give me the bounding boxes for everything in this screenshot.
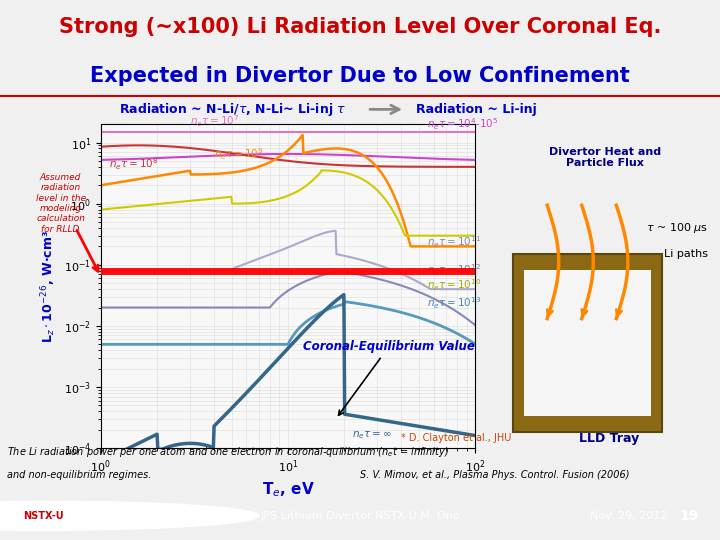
Text: $n_e\tau = 10^{10}$: $n_e\tau = 10^{10}$ <box>426 278 481 293</box>
Text: $n_e\tau = \infty$: $n_e\tau = \infty$ <box>352 429 392 441</box>
Text: Radiation ~ Li-inj: Radiation ~ Li-inj <box>416 103 536 116</box>
Text: NSTX-U: NSTX-U <box>108 511 154 521</box>
Text: Divertor Heat and
Particle Flux: Divertor Heat and Particle Flux <box>549 147 661 168</box>
Circle shape <box>0 501 259 530</box>
Text: Coronal-Equilibrium Value: Coronal-Equilibrium Value <box>303 340 474 415</box>
Y-axis label: L$_z\cdot$10$^{-26}$, W·cm³: L$_z\cdot$10$^{-26}$, W·cm³ <box>40 230 58 343</box>
Text: $n_e\tau = 10^{11}$: $n_e\tau = 10^{11}$ <box>426 234 481 250</box>
Text: $\tau$ ~ 100 $\mu$s: $\tau$ ~ 100 $\mu$s <box>647 221 708 235</box>
Text: $n_e\tau = 10^{12}$: $n_e\tau = 10^{12}$ <box>426 262 481 278</box>
Text: Nov. 29, 2012: Nov. 29, 2012 <box>590 511 668 521</box>
Text: * D. Clayton et al., JHU: * D. Clayton et al., JHU <box>401 433 511 443</box>
Text: LLD Tray: LLD Tray <box>580 432 639 445</box>
Text: $n_e\tau = 10^8$: $n_e\tau = 10^8$ <box>109 157 158 172</box>
Text: NSTX-U: NSTX-U <box>23 511 63 521</box>
Text: $n_e\tau = 10^{13}$: $n_e\tau = 10^{13}$ <box>426 296 481 312</box>
Text: Assumed
radiation
level in the
modeling
calculation
for RLLD: Assumed radiation level in the modeling … <box>35 173 86 234</box>
Text: 19: 19 <box>679 509 698 523</box>
Text: Li paths: Li paths <box>665 249 708 259</box>
Text: Expected in Divertor Due to Low Confinement: Expected in Divertor Due to Low Confinem… <box>90 66 630 86</box>
Text: Strong (~x100) Li Radiation Level Over Coronal Eq.: Strong (~x100) Li Radiation Level Over C… <box>59 17 661 37</box>
Bar <box>513 254 662 432</box>
Text: S. V. Mimov, et al., Plasma Phys. Control. Fusion (2006): S. V. Mimov, et al., Plasma Phys. Contro… <box>360 470 629 481</box>
Bar <box>524 270 651 416</box>
Text: $n_e\tau = 10^4$-$10^5$: $n_e\tau = 10^4$-$10^5$ <box>426 117 498 132</box>
Text: $n_e\tau = 10^9$: $n_e\tau = 10^9$ <box>214 147 264 162</box>
X-axis label: T$_e$, eV: T$_e$, eV <box>261 480 315 499</box>
Text: $n_e\tau = 10^7$: $n_e\tau = 10^7$ <box>190 114 240 129</box>
Text: Radiation ~ N-Li/$\tau$, N-Li~ Li-inj $\tau$: Radiation ~ N-Li/$\tau$, N-Li~ Li-inj $\… <box>119 101 346 118</box>
Text: and non-equilibrium regimes.: and non-equilibrium regimes. <box>7 470 152 481</box>
Text: The Li radiation power per one atom and one electron in coronal-quilibrium ($n_e: The Li radiation power per one atom and … <box>7 444 449 458</box>
Text: JPS Lithium Divertor NSTX-U M. Ono: JPS Lithium Divertor NSTX-U M. Ono <box>260 511 460 521</box>
